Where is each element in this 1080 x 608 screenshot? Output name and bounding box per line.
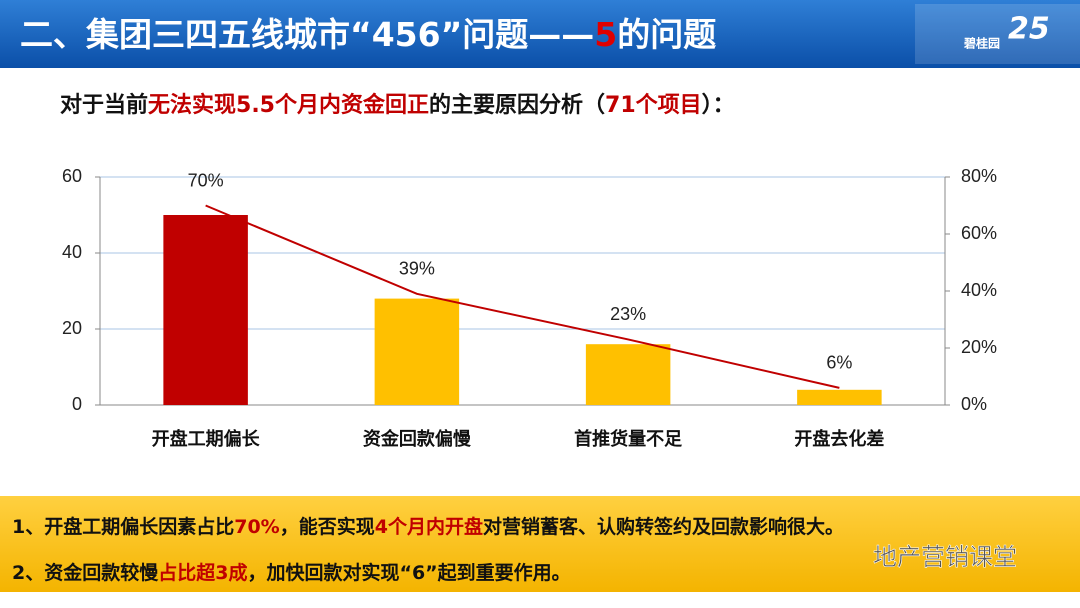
notes: 1、开盘工期偏长因素占比70%，能否实现4个月内开盘对营销蓄客、认购转签约及回款…	[12, 515, 844, 584]
bar	[163, 215, 248, 405]
bar	[585, 344, 671, 405]
watermark: 地产营销课堂	[873, 543, 1017, 571]
data-label: 23%	[610, 304, 646, 324]
text-segment: 5	[594, 15, 617, 54]
y-tick-label: 20	[62, 318, 82, 338]
x-tick-label: 首推货量不足	[574, 428, 682, 450]
text-segment: 对于当前	[60, 92, 148, 118]
anniversary: 25	[1008, 12, 1050, 47]
note: 1、开盘工期偏长因素占比70%，能否实现4个月内开盘对营销蓄客、认购转签约及回款…	[12, 515, 844, 538]
y-tick-label: 0	[72, 394, 82, 414]
y2-tick-label: 0%	[961, 394, 987, 414]
subtitle: 对于当前无法实现5.5个月内资金回正的主要原因分析（71个项目）：	[60, 92, 735, 118]
y-tick-label: 40	[62, 242, 82, 262]
y2-tick-label: 40%	[961, 280, 997, 300]
y2-tick-label: 20%	[961, 337, 997, 357]
text-segment: 占比超3成	[158, 561, 247, 584]
y2-tick-label: 80%	[961, 166, 997, 186]
y-tick-label: 60	[62, 166, 82, 186]
text-segment: 4个月内开盘	[375, 515, 483, 538]
line	[205, 204, 840, 389]
text-segment: 71个项目	[605, 93, 702, 118]
note: 2、资金回款较慢占比超3成，加快回款对实现“6”起到重要作用。	[12, 561, 571, 584]
text-segment: 的主要原因分析（	[429, 92, 605, 118]
notes-band	[0, 496, 1080, 592]
text-segment: 二、集团三四五线城市“456”问题——	[20, 15, 594, 54]
text-segment: 2、资金回款较慢	[12, 561, 159, 584]
y2-tick-label: 60%	[961, 223, 997, 243]
bar	[374, 298, 460, 405]
logo-area	[915, 4, 1080, 64]
data-label: 39%	[399, 259, 435, 279]
bar	[797, 389, 882, 405]
chart: 0 20 40 60 0% 20% 40% 60% 80% 开盘工期偏长 资金回款偏慢 首推货量不足 开…	[62, 166, 997, 450]
header-bar	[0, 0, 1080, 68]
text-segment: ）：	[702, 93, 735, 118]
text-segment: 无法实现5.5个月内资金回正	[148, 92, 429, 118]
text-segment: 对营销蓄客、认购转签约及回款影响很大。	[483, 515, 844, 538]
x-tick-label: 资金回款偏慢	[363, 428, 472, 450]
logo: 碧桂园	[963, 36, 1000, 51]
text-segment: 的问题	[617, 15, 716, 54]
text-segment: 1、开盘工期偏长因素占比	[12, 515, 234, 538]
text-segment: 70%	[234, 516, 279, 538]
text-segment: ，加快回款对实现“6”起到重要作用。	[247, 561, 570, 584]
x-tick-label: 开盘去化差	[794, 428, 884, 450]
text-segment: ，能否实现	[280, 515, 375, 538]
header-title: 二、集团三四五线城市“456”问题——5的问题	[20, 15, 716, 54]
data-label: 70%	[188, 170, 224, 190]
x-tick-label: 开盘工期偏长	[152, 428, 261, 450]
data-label: 6%	[826, 353, 852, 373]
